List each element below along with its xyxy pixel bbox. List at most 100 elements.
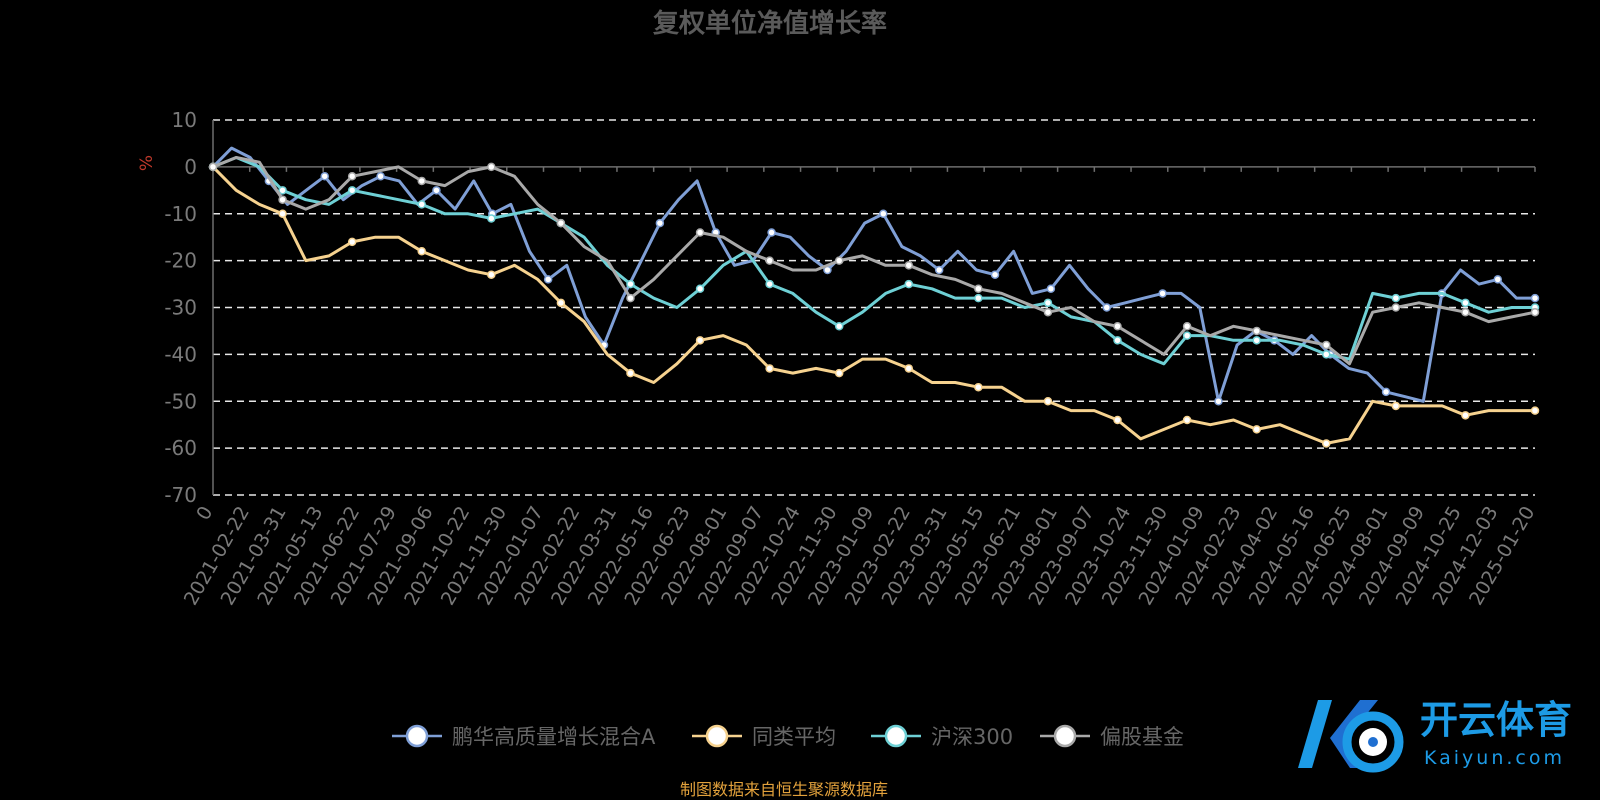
y-tick-label: -70 <box>164 483 197 507</box>
series-point-3 <box>695 228 705 237</box>
series-point-2 <box>1043 298 1053 308</box>
series-line-2 <box>212 156 1535 366</box>
series-point-2 <box>974 293 983 303</box>
series-point-1 <box>626 368 635 378</box>
legend-item-0[interactable]: 鹏华高质量增长混合A <box>392 724 656 749</box>
series-point-3 <box>974 284 983 293</box>
series-line-0 <box>211 146 1535 403</box>
series-point-1 <box>347 237 357 247</box>
series-point-1 <box>1530 406 1540 415</box>
source-note: 制图数据来自恒生聚源数据库 <box>680 780 888 799</box>
series-point-0 <box>1381 387 1391 397</box>
y-tick-label: -20 <box>164 249 197 273</box>
series-point-3 <box>834 256 844 265</box>
logo-ring <box>1342 711 1404 773</box>
legend-item-2[interactable]: 沪深300 <box>871 724 1013 749</box>
series-point-0 <box>655 218 665 228</box>
series-point-1 <box>487 270 496 279</box>
series-point-2 <box>834 322 844 331</box>
series-point-0 <box>990 270 1000 279</box>
legend-marker <box>405 724 429 748</box>
series-point-1 <box>1043 397 1053 406</box>
series-point-0 <box>376 172 385 181</box>
series-point-2 <box>765 279 774 289</box>
series-point-1 <box>1322 439 1331 448</box>
series-point-3 <box>1391 303 1401 312</box>
y-tick-label: -50 <box>164 389 197 413</box>
legend-marker <box>884 724 908 748</box>
series-point-1 <box>278 209 287 218</box>
series-line-1 <box>211 165 1535 445</box>
legend-marker <box>1053 724 1077 748</box>
y-tick-labels: 10 0 -10 -20 -30 -40 -50 -60 -70 <box>164 108 197 507</box>
legend-label: 沪深300 <box>931 725 1013 749</box>
series-point-0 <box>879 209 888 218</box>
series-point-2 <box>1252 336 1261 345</box>
series-point-0 <box>320 172 329 181</box>
series-point-0 <box>1158 289 1167 298</box>
series-point-1 <box>904 364 914 373</box>
series-point-0 <box>432 186 441 195</box>
series-point-3 <box>278 195 287 204</box>
legend[interactable]: 鹏华高质量增长混合A 同类平均 沪深300 偏股基金 <box>392 724 1184 749</box>
y-tick-label: -10 <box>164 202 197 226</box>
series-point-3 <box>626 293 635 303</box>
series-line-3 <box>212 156 1536 366</box>
legend-label: 偏股基金 <box>1100 725 1184 749</box>
series-point-3 <box>1182 322 1192 331</box>
legend-item-1[interactable]: 同类平均 <box>692 724 836 749</box>
series-point-1 <box>417 247 426 256</box>
series-point-3 <box>487 162 496 172</box>
legend-label: 鹏华高质量增长混合A <box>452 725 656 749</box>
series-point-2 <box>1113 336 1122 345</box>
series-point-3 <box>904 261 914 270</box>
series-point-2 <box>347 186 357 195</box>
series-point-2 <box>626 279 635 289</box>
series-point-3 <box>556 218 566 228</box>
series-point-3 <box>1530 307 1540 317</box>
series-point-0 <box>1046 284 1056 293</box>
watermark-domain: Kaiyun.com <box>1424 747 1565 769</box>
series-point-2 <box>1461 298 1470 308</box>
series-point-2 <box>695 284 705 293</box>
series-point-2 <box>1322 350 1331 359</box>
soccer-ball-patch <box>1368 737 1378 747</box>
series-point-3 <box>208 162 218 172</box>
series-point-0 <box>1530 293 1540 303</box>
series-point-1 <box>1113 415 1122 425</box>
series-point-3 <box>1322 340 1331 350</box>
series-point-1 <box>834 368 844 378</box>
series-point-2 <box>1182 331 1192 340</box>
series-point-2 <box>1391 293 1401 303</box>
series-point-2 <box>487 214 496 223</box>
series-point-3 <box>1043 307 1053 317</box>
series-point-3 <box>1252 326 1261 336</box>
series-point-1 <box>695 336 705 345</box>
legend-label: 同类平均 <box>752 725 836 749</box>
series-point-3 <box>347 172 357 181</box>
series-point-0 <box>1493 275 1503 284</box>
series-point-3 <box>417 176 426 186</box>
y-tick-label: -40 <box>164 342 197 366</box>
series-point-0 <box>1214 397 1223 406</box>
series-point-1 <box>1182 415 1192 425</box>
y-tick-label: 0 <box>184 155 197 179</box>
series-point-2 <box>278 186 287 195</box>
watermark-name: 开云体育 <box>1420 698 1572 742</box>
legend-item-3[interactable]: 偏股基金 <box>1040 724 1184 749</box>
series-point-1 <box>974 382 983 392</box>
y-axis-unit: % <box>137 155 157 171</box>
x-tick-label: 0 <box>192 503 217 524</box>
y-tick-label: -60 <box>164 436 197 460</box>
logo-k-arm <box>1330 700 1378 768</box>
series-point-3 <box>1113 322 1122 331</box>
series-point-1 <box>1391 401 1401 411</box>
logo-k-stem <box>1298 700 1332 768</box>
series-point-1 <box>556 298 566 308</box>
series-point-3 <box>765 256 774 265</box>
y-tick-label: -30 <box>164 296 197 320</box>
series-point-2 <box>904 279 914 289</box>
watermark-logo: 开云体育 Kaiyun.com <box>1298 698 1572 773</box>
series-point-0 <box>543 275 553 284</box>
